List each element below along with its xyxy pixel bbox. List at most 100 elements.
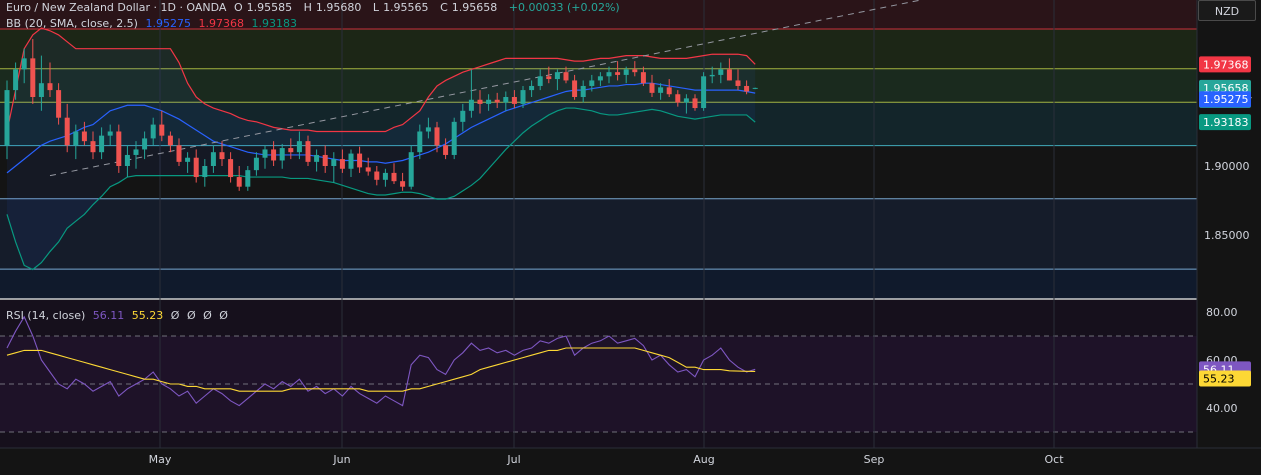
candle[interactable] (537, 69, 543, 91)
candle[interactable] (692, 94, 698, 111)
candle[interactable] (701, 72, 707, 111)
candle[interactable] (511, 90, 517, 109)
bb-legend[interactable]: BB (20, SMA, close, 2.5) 1.95275 1.97368… (6, 17, 301, 30)
candle[interactable] (563, 66, 569, 84)
candle[interactable] (107, 124, 113, 146)
candle[interactable] (331, 152, 337, 183)
candle-body (709, 74, 715, 77)
candle[interactable] (348, 149, 354, 178)
candle[interactable] (443, 138, 449, 160)
candle[interactable] (236, 166, 242, 191)
rsi-legend[interactable]: RSI (14, close) 56.11 55.23 Ø Ø Ø Ø (6, 309, 232, 322)
candle[interactable] (262, 145, 268, 169)
candle[interactable] (434, 121, 440, 153)
candle[interactable] (580, 80, 586, 103)
candle[interactable] (305, 135, 311, 166)
candle[interactable] (339, 149, 345, 173)
candle[interactable] (133, 141, 139, 169)
candle-body (116, 131, 122, 166)
candle[interactable] (81, 121, 87, 146)
candle[interactable] (142, 131, 148, 160)
candle[interactable] (666, 79, 672, 97)
candle[interactable] (322, 145, 328, 173)
candle[interactable] (56, 83, 62, 125)
candle[interactable] (615, 61, 621, 81)
candle[interactable] (451, 117, 457, 160)
candle[interactable] (202, 159, 208, 187)
candle[interactable] (38, 55, 44, 111)
month-label: Oct (1044, 453, 1064, 466)
candle[interactable] (477, 90, 483, 114)
candle[interactable] (649, 74, 655, 97)
candle[interactable] (4, 80, 10, 160)
candle[interactable] (417, 124, 423, 160)
candle[interactable] (245, 166, 251, 191)
candle[interactable] (271, 141, 277, 166)
candle-body (236, 177, 242, 187)
candle[interactable] (159, 110, 165, 142)
candle[interactable] (253, 152, 259, 176)
candle[interactable] (150, 117, 156, 146)
candle[interactable] (382, 168, 388, 187)
candles[interactable] (4, 39, 758, 191)
candle[interactable] (494, 92, 500, 109)
candle[interactable] (425, 117, 431, 139)
candle[interactable] (546, 66, 552, 84)
candle[interactable] (675, 90, 681, 107)
currency-button[interactable]: NZD (1198, 0, 1256, 21)
candle[interactable] (486, 94, 492, 111)
candle[interactable] (357, 146, 363, 173)
candle[interactable] (314, 149, 320, 172)
candle[interactable] (99, 127, 105, 160)
candle[interactable] (47, 62, 53, 98)
candle[interactable] (640, 66, 646, 86)
candle[interactable] (288, 138, 294, 160)
candle[interactable] (219, 141, 225, 166)
candle[interactable] (64, 103, 70, 153)
candle[interactable] (365, 157, 371, 176)
candle[interactable] (185, 152, 191, 173)
time-axis[interactable]: May Jun Jul Aug Sep Oct (0, 447, 1261, 475)
candle[interactable] (124, 145, 130, 178)
candle[interactable] (460, 103, 466, 132)
candle[interactable] (391, 163, 397, 184)
candle[interactable] (554, 69, 560, 91)
candle[interactable] (468, 69, 474, 118)
candle[interactable] (210, 145, 216, 173)
candle-body (546, 76, 552, 80)
candle[interactable] (572, 74, 578, 100)
candle[interactable] (726, 58, 732, 81)
candle[interactable] (279, 143, 285, 169)
candle[interactable] (228, 152, 234, 183)
price-axis[interactable]: 1.850001.9000040.0060.0080.001.973681.95… (1196, 0, 1261, 475)
candle[interactable] (597, 72, 603, 86)
candle[interactable] (623, 66, 629, 84)
candle[interactable] (193, 149, 199, 183)
candle[interactable] (683, 94, 689, 114)
candle[interactable] (606, 66, 612, 84)
candle[interactable] (296, 131, 302, 160)
candle[interactable] (408, 145, 414, 190)
candle[interactable] (73, 124, 79, 160)
candle[interactable] (520, 85, 526, 109)
candle[interactable] (176, 138, 182, 166)
candle[interactable] (632, 61, 638, 77)
candle[interactable] (116, 124, 122, 173)
candle[interactable] (709, 66, 715, 84)
candle[interactable] (744, 80, 750, 95)
candle[interactable] (503, 91, 509, 111)
candle[interactable] (589, 74, 595, 92)
candle[interactable] (13, 62, 19, 100)
candle[interactable] (735, 69, 741, 91)
candle[interactable] (167, 131, 173, 153)
candle[interactable] (374, 166, 380, 186)
candle[interactable] (529, 80, 535, 97)
candle[interactable] (752, 87, 758, 90)
candle[interactable] (658, 83, 664, 100)
candle[interactable] (400, 172, 406, 191)
candle[interactable] (718, 62, 724, 84)
candle[interactable] (30, 39, 36, 104)
candle[interactable] (90, 131, 96, 160)
candle[interactable] (21, 48, 27, 84)
